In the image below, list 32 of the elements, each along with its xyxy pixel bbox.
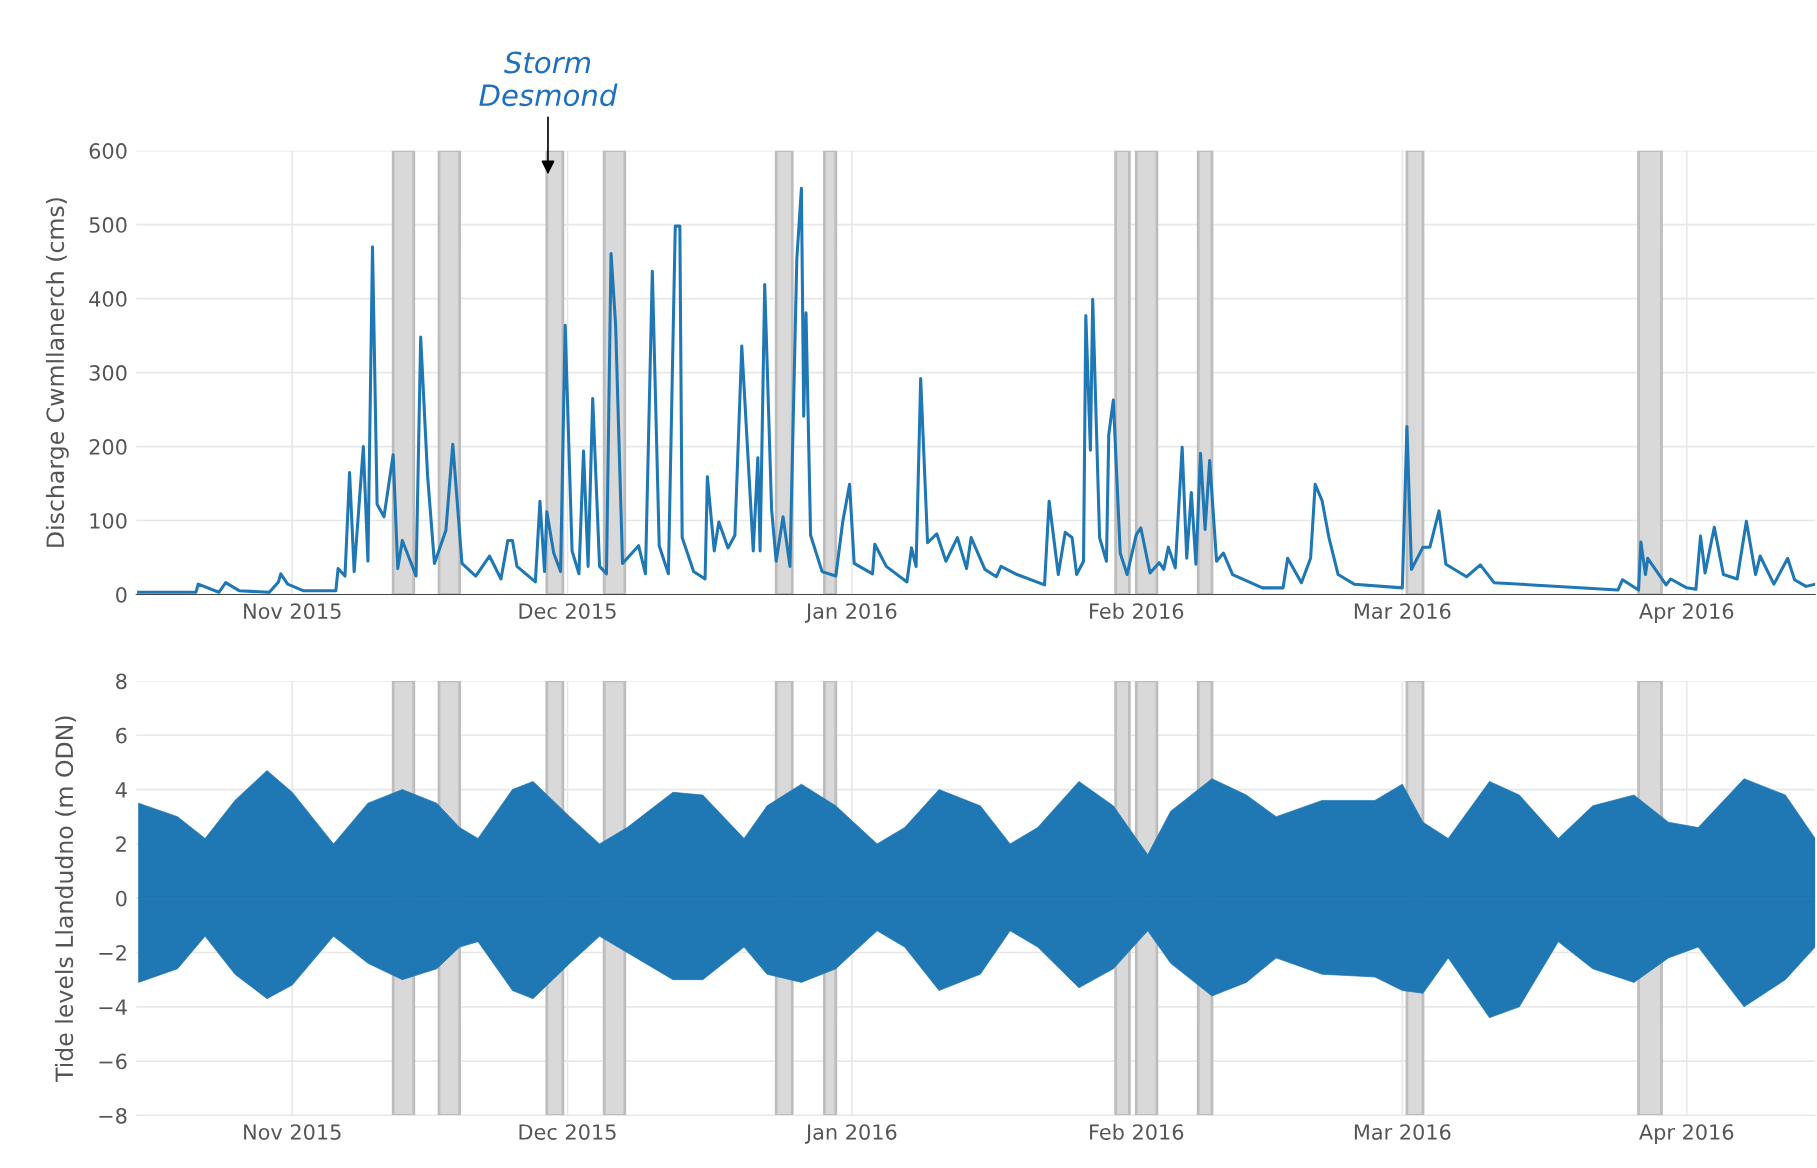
- y-tick-label: 200: [89, 439, 127, 455]
- x-tick-label: Feb 2016: [1090, 602, 1184, 619]
- y-tick-label: −2: [99, 944, 126, 961]
- x-tick-label: Apr 2016: [1639, 1124, 1734, 1144]
- x-tick-label: Jan 2016: [804, 1124, 897, 1144]
- y-tick-label: 2: [116, 836, 126, 852]
- x-tick-label: Dec 2015: [519, 603, 616, 619]
- x-tick-label: Jan 2016: [804, 603, 897, 623]
- y-tick-label: 300: [89, 365, 127, 381]
- y-tick-label: 0: [116, 586, 127, 603]
- x-tick-label: Nov 2015: [244, 1124, 341, 1140]
- y-axis-title: Discharge Cwmllanerch (cms): [45, 198, 69, 547]
- y-tick-label: 100: [90, 512, 127, 529]
- x-tick-label: Mar 2016: [1354, 603, 1451, 619]
- x-tick-label: Feb 2016: [1090, 1123, 1184, 1140]
- x-tick-label: Apr 2016: [1639, 603, 1734, 624]
- x-tick-label: Mar 2016: [1354, 1124, 1451, 1140]
- y-tick-label: 600: [89, 143, 127, 159]
- y-tick-label: 8: [116, 673, 127, 690]
- line-series: [137, 186, 1816, 594]
- y-tick-label: 400: [89, 291, 127, 307]
- y-tick-label: −6: [99, 1053, 127, 1070]
- y-tick-label: 0: [116, 890, 127, 907]
- y-tick-label: 6: [116, 727, 127, 744]
- annotation: Storm Desmond: [479, 51, 618, 107]
- y-axis-title: Tide levels Llandudno (m ODN): [54, 716, 76, 1083]
- y-tick-label: −4: [99, 999, 127, 1015]
- y-tick-label: 4: [115, 782, 127, 798]
- y-tick-label: −8: [99, 1107, 127, 1124]
- x-tick-label: Nov 2015: [244, 603, 341, 619]
- x-tick-label: Dec 2015: [519, 1124, 616, 1140]
- y-tick-label: 500: [89, 217, 127, 233]
